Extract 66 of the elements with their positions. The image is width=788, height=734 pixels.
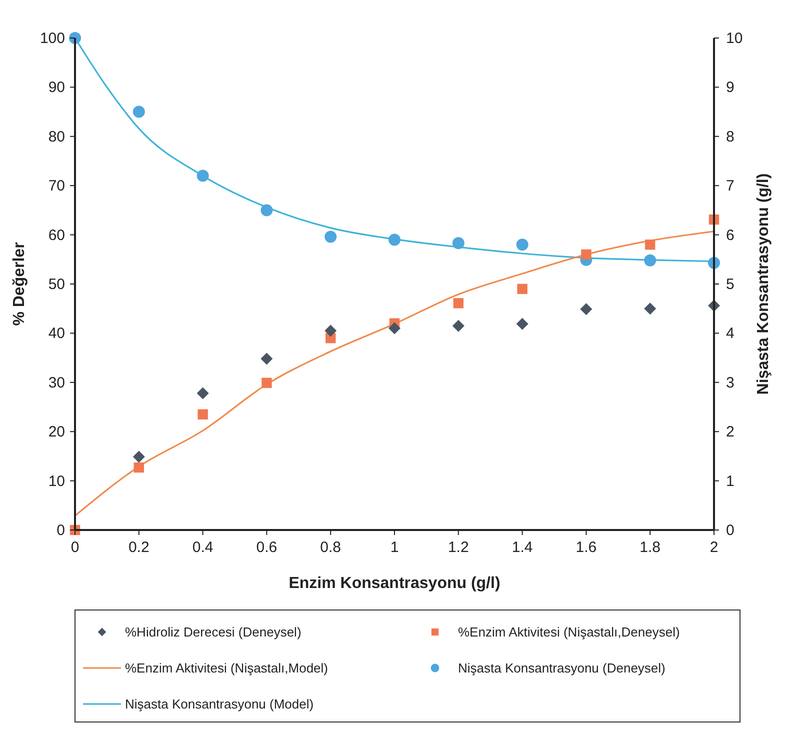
legend-label: Nişasta Konsantrasyonu (Model)	[125, 696, 314, 712]
y-tick-label: 50	[48, 276, 65, 293]
line-series	[74, 230, 715, 517]
x-tick-label: 0	[70, 539, 80, 556]
y-axis-title: % Değerler	[11, 242, 28, 326]
y2-tick-label: 1	[726, 472, 734, 490]
y-tick-label: 100	[40, 30, 65, 47]
point	[516, 318, 528, 330]
x-tick-label: 1.6	[576, 539, 597, 556]
x-axis-title: Enzim Konsantrasyonu (g/l)	[288, 575, 500, 592]
y-tick-label: 0	[56, 522, 65, 539]
point	[132, 106, 145, 118]
y2-tick-label: 4	[726, 325, 734, 342]
y2-tick-label: 7	[726, 178, 734, 195]
point	[517, 284, 528, 294]
point	[452, 237, 464, 250]
y2-tick-label: 0	[726, 522, 734, 539]
y-tick-label: 90	[48, 79, 65, 96]
y-tick-label: 10	[48, 472, 65, 490]
point	[453, 298, 464, 308]
point	[260, 352, 273, 365]
point	[134, 462, 144, 473]
legend-label: %Hidroliz Derecesi (Deneysel)	[125, 624, 302, 640]
y-tick-label: 60	[48, 226, 65, 244]
x-tick-label: 1.4	[512, 539, 533, 556]
x-tick-label: 0.8	[320, 539, 342, 556]
point	[516, 238, 528, 251]
x-tick-label: 2	[710, 539, 718, 556]
y2-tick-label: 2	[726, 424, 734, 441]
point	[324, 230, 337, 243]
x-tick-label: 0.6	[256, 539, 278, 556]
y-tick-label: 20	[48, 424, 65, 441]
point	[132, 450, 145, 463]
point	[644, 254, 656, 266]
y2-tick-label: 6	[726, 226, 734, 244]
legend-label: %Enzim Aktivitesi (Nişastalı,Deneysel)	[458, 624, 680, 640]
y2-tick-label: 10	[726, 30, 743, 47]
point	[581, 249, 592, 260]
legend-label: Nişasta Konsantrasyonu (Deneysel)	[458, 660, 666, 676]
y2-tick-label: 5	[726, 276, 734, 293]
point	[262, 378, 272, 388]
x-tick-label: 1	[390, 539, 399, 556]
point	[644, 302, 656, 315]
y2-axis-title: Nişasta Konsantrasyonu (g/l)	[755, 173, 772, 395]
x-tick-label: 0.4	[192, 539, 214, 556]
point	[645, 240, 656, 250]
x-tick-label: 1.2	[448, 539, 469, 556]
point	[388, 234, 400, 246]
legend-label: %Enzim Aktivitesi (Nişastalı,Model)	[125, 660, 328, 676]
point	[388, 322, 400, 334]
y-tick-label: 80	[48, 128, 65, 146]
point	[452, 320, 464, 332]
x-tick-label: 0.2	[128, 539, 150, 556]
y-tick-label: 70	[48, 178, 65, 195]
point	[198, 409, 208, 420]
x-tick-label: 1.8	[640, 539, 661, 556]
point	[580, 303, 592, 316]
y2-tick-label: 8	[726, 128, 734, 146]
point	[196, 387, 209, 400]
point	[196, 170, 209, 182]
y-tick-label: 30	[48, 374, 65, 392]
point	[260, 204, 273, 216]
point	[324, 324, 337, 337]
y-tick-label: 40	[48, 325, 65, 342]
y2-tick-label: 9	[726, 79, 734, 96]
y2-tick-label: 3	[726, 374, 734, 392]
